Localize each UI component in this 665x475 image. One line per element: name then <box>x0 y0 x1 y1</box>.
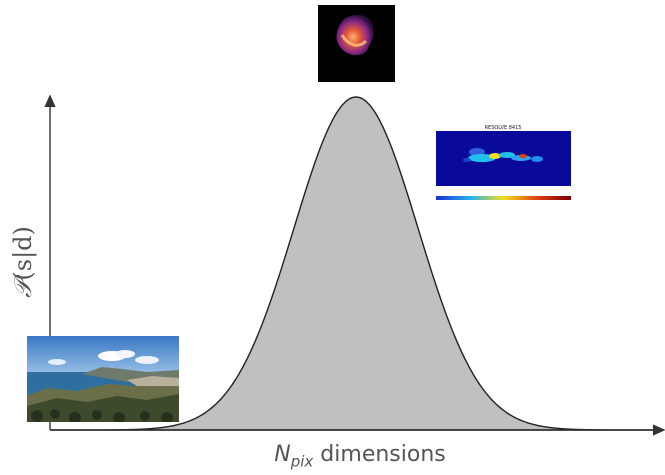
probability-curve <box>50 96 660 431</box>
radio-map-image: RESOLVE 8415 <box>427 122 580 210</box>
x-axis-label: Npix dimensions <box>230 442 490 470</box>
x-axis-label-suffix: dimensions <box>313 442 446 467</box>
y-axis-label-rest: (s|d) <box>9 226 37 281</box>
x-axis-label-symbol: N <box>274 442 291 467</box>
landscape-photo <box>27 336 179 422</box>
y-axis-label-symbol: 𝒫 <box>9 280 37 298</box>
nebula-image <box>318 5 395 82</box>
y-axis-label: 𝒫(s|d) <box>9 217 37 307</box>
x-axis-label-subscript: pix <box>290 452 314 471</box>
radio-map-title: RESOLVE 8415 <box>485 125 522 131</box>
